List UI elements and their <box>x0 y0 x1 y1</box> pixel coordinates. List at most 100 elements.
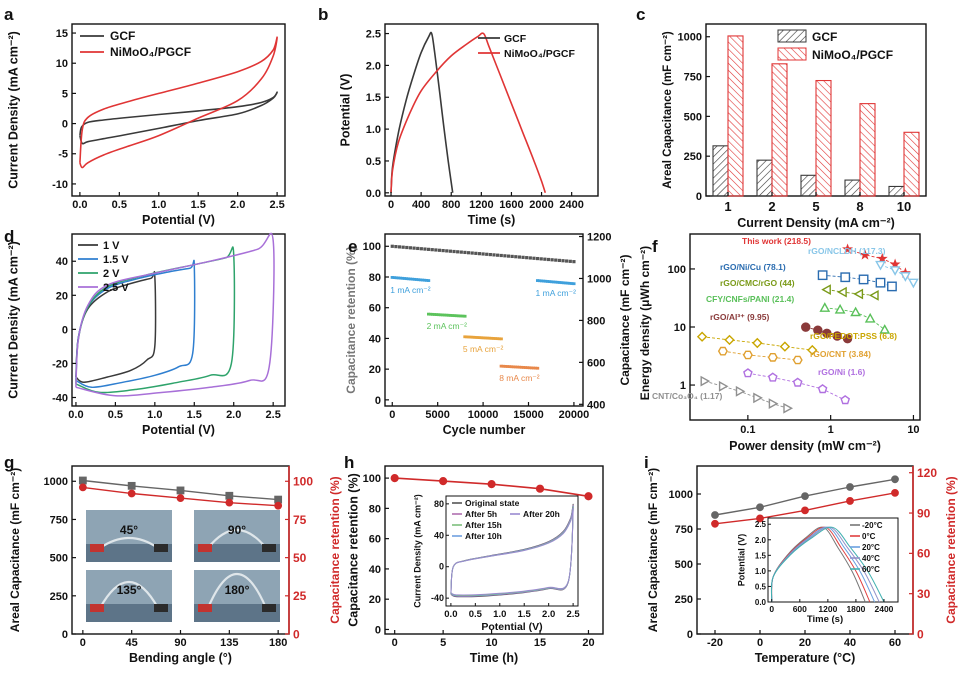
x-axis-label: Current Density (mA cm⁻²) <box>737 216 895 230</box>
y-tick-label: 0 <box>375 395 381 407</box>
ragone-marker <box>767 372 778 382</box>
legend-label: 1.5 V <box>103 254 129 266</box>
series-marker <box>756 503 764 512</box>
ragone-marker <box>879 324 891 334</box>
retention-point <box>456 250 460 254</box>
x-tick-label: 2 <box>768 199 775 214</box>
legend-swatch <box>777 29 807 43</box>
ragone-label: CFY/CNFs/PANI (21.4) <box>706 294 794 304</box>
ragone-marker <box>718 380 729 392</box>
capacitance-point-seg3 <box>509 365 513 369</box>
x-tick-label: 5 <box>812 199 819 214</box>
capacitance-point-seg2 <box>463 335 467 339</box>
retention-point <box>561 259 565 263</box>
capacitance-point-seg1 <box>429 312 433 316</box>
capacitance-point-seg4 <box>552 280 556 284</box>
retention-point <box>390 244 394 248</box>
y2-tick-label: 1000 <box>587 273 611 285</box>
x-tick-label: 10000 <box>468 409 499 421</box>
y-tick-label: 0 <box>62 324 68 336</box>
capacitance-point-seg2 <box>467 335 471 339</box>
inset-legend-label: -20°C <box>862 521 883 530</box>
series-marker <box>801 492 809 501</box>
bent-device <box>206 573 268 609</box>
capacitance-point-seg0 <box>398 276 402 280</box>
retention-point <box>445 249 449 253</box>
capacitance-point-seg4 <box>535 279 540 282</box>
y-tick-label: -20 <box>52 358 68 370</box>
x-tick-label: 180 <box>269 637 287 649</box>
x-tick-label: 45 <box>126 637 138 649</box>
panel-letter: c <box>636 5 645 24</box>
y-tick-label: 500 <box>50 553 68 565</box>
retention-marker <box>390 474 399 483</box>
capacitance-point-seg3 <box>501 364 505 368</box>
y2-tick-label: 25 <box>293 589 307 603</box>
clip-red <box>198 544 212 552</box>
ragone-marker <box>783 402 794 414</box>
ragone-label: rGO/NCLDH (117.3) <box>808 246 886 256</box>
y2-tick-label: 50 <box>293 551 307 565</box>
capacitance-point-seg3 <box>527 366 532 370</box>
y-tick-label: 0 <box>375 624 381 636</box>
retention-point <box>394 244 398 249</box>
photo-table <box>194 544 280 562</box>
y-axis-label: Capacitance retention (%) <box>346 473 360 627</box>
clip-red <box>90 604 104 612</box>
panel-h: 0.0 0.5 1.0 1.5 2.0 2.5 -40 0 40 80 Potential (V) C… <box>344 453 604 665</box>
capacitance-point-seg0 <box>414 278 419 281</box>
capacitance-point-seg0 <box>412 277 417 281</box>
bar-nimoo4-10 <box>903 131 920 197</box>
panel-letter: e <box>348 237 357 256</box>
capacitance-point-seg3 <box>505 365 509 368</box>
retention-point <box>452 249 456 254</box>
inset-x-tick-label: 1.0 <box>493 609 506 620</box>
capacitance-point-seg4 <box>550 280 554 284</box>
x-tick-label: 800 <box>442 199 460 211</box>
x-tick-label: 10 <box>897 199 911 214</box>
photo-bent-1: 90° <box>194 510 280 562</box>
capacitance-point-seg1 <box>459 314 463 318</box>
x-axis-label: Temperature (°C) <box>755 651 856 665</box>
capacitance-point-seg0 <box>418 278 423 282</box>
inset-legend-label: After 15h <box>465 520 502 530</box>
retention-point <box>412 246 416 250</box>
series-marker <box>274 501 283 510</box>
bend-angle-label: 90° <box>228 523 246 537</box>
segment-label: 8 mA cm⁻² <box>499 373 540 383</box>
y2-tick-label: 60 <box>917 547 931 561</box>
segment-label: 1 mA cm⁻² <box>536 288 577 298</box>
y-tick-label: 0.5 <box>366 156 381 168</box>
y2-axis-label: Capacitance retention (%) <box>328 476 342 623</box>
series-marker <box>176 494 185 502</box>
capacitance-point-seg1 <box>433 313 437 316</box>
ragone-marker <box>779 341 791 352</box>
capacitance-point-seg1 <box>439 313 443 317</box>
inset-y-axis-label: Current Density (mA cm⁻²) <box>412 494 422 607</box>
x-tick-label: 1600 <box>499 199 523 211</box>
panel-letter: b <box>318 5 328 24</box>
capacitance-point-seg1 <box>431 312 435 316</box>
y-tick-label: 250 <box>675 594 693 606</box>
retention-point <box>506 254 511 258</box>
ragone-marker <box>801 322 811 332</box>
bent-device <box>99 537 159 549</box>
y-tick-label: 0 <box>696 191 702 203</box>
capacitance-point-seg3 <box>531 366 536 370</box>
x-tick-label: 40 <box>844 637 856 649</box>
x-tick-label: 0 <box>757 637 763 649</box>
ragone-marker <box>768 398 779 409</box>
capacitance-point-seg2 <box>485 336 489 340</box>
y-axis-label: Capacitance retention (%) <box>344 246 358 393</box>
capacitance-point-seg2 <box>473 335 477 339</box>
capacitance-point-seg3 <box>519 365 524 369</box>
ragone-marker <box>876 252 888 264</box>
legend-label: GCF <box>110 29 135 43</box>
panel-letter: f <box>652 237 658 256</box>
capacitance-point-seg0 <box>408 277 413 281</box>
y-tick-label: 1000 <box>678 32 702 44</box>
capacitance-point-seg0 <box>404 277 408 281</box>
ragone-label: rGO/Al³⁺ (9.95) <box>710 312 769 322</box>
ragone-marker <box>840 395 851 405</box>
x-tick-label: 20 <box>582 637 594 649</box>
